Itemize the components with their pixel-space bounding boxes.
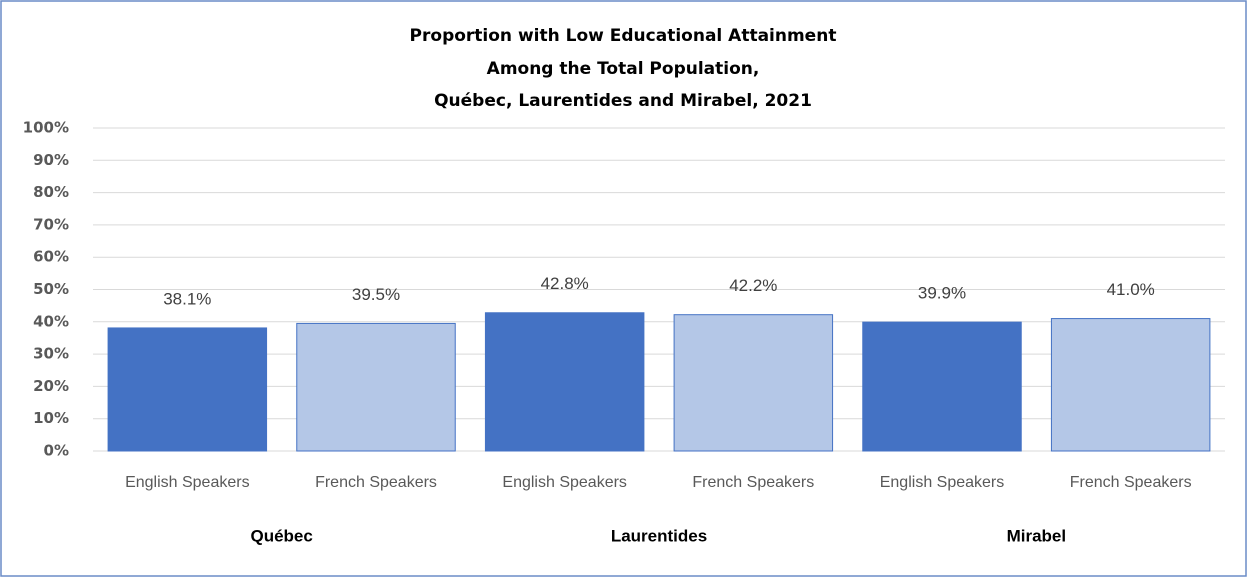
group-label: Mirabel [1007, 526, 1067, 545]
bar [673, 314, 834, 452]
value-label: 42.2% [729, 276, 777, 295]
bar [296, 322, 456, 452]
value-label: 39.9% [918, 284, 966, 303]
value-label: 39.5% [352, 285, 400, 304]
y-tick-label: 90% [33, 151, 69, 169]
value-label: 38.1% [163, 289, 211, 308]
bar [862, 321, 1022, 452]
y-tick-label: 70% [33, 215, 69, 233]
value-label: 41.0% [1107, 280, 1155, 299]
group-label: Laurentides [611, 526, 707, 545]
x-tick-label: English Speakers [502, 474, 627, 491]
x-tick-label: English Speakers [125, 474, 250, 491]
y-tick-label: 20% [33, 377, 69, 395]
chart-title: Among the Total Population, [487, 59, 760, 79]
bar [484, 312, 645, 452]
y-tick-label: 30% [33, 345, 69, 363]
x-tick-label: English Speakers [880, 474, 1005, 491]
chart-title: Québec, Laurentides and Mirabel, 2021 [434, 91, 812, 111]
x-tick-label: French Speakers [692, 474, 814, 491]
value-label: 42.8% [541, 274, 589, 293]
y-tick-label: 60% [33, 248, 69, 266]
group-label: Québec [250, 526, 312, 545]
bar [1050, 318, 1211, 452]
bar [107, 327, 268, 452]
chart-title: Proportion with Low Educational Attainme… [410, 26, 837, 46]
y-tick-label: 50% [33, 280, 69, 298]
y-tick-label: 80% [33, 183, 69, 201]
y-tick-label: 100% [23, 119, 69, 137]
y-tick-label: 10% [33, 409, 69, 427]
y-tick-label: 0% [44, 442, 69, 460]
x-tick-label: French Speakers [315, 474, 437, 491]
x-tick-label: French Speakers [1070, 474, 1192, 491]
y-tick-label: 40% [33, 312, 69, 330]
